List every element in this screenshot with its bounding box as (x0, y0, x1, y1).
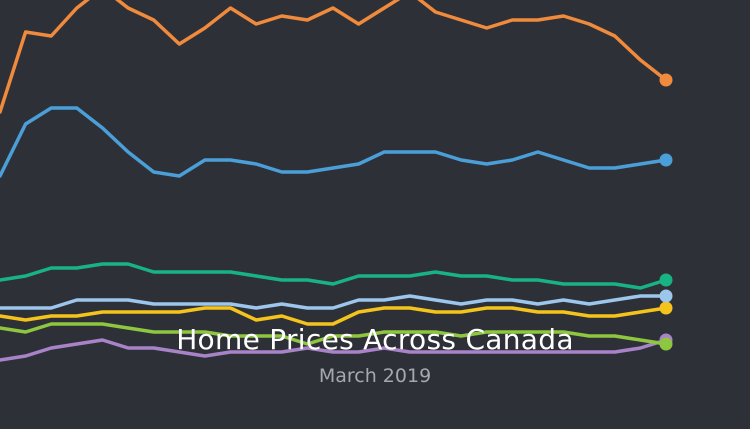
series-line-2 (0, 106, 668, 178)
series-end-point-3 (659, 273, 673, 287)
series-line-3 (0, 262, 668, 290)
series-end-point-1 (659, 73, 673, 87)
series-line-6 (0, 322, 668, 346)
series-end-point-4 (659, 289, 673, 303)
series-end-point-5 (659, 301, 673, 315)
series-end-point-6 (659, 337, 673, 351)
series-line-7 (0, 338, 668, 362)
series-end-point-2 (659, 153, 673, 167)
series-line-4 (0, 294, 668, 310)
series-line-5 (0, 306, 668, 326)
chart-subtitle: March 2019 (318, 365, 432, 387)
series-line-1 (0, 0, 668, 114)
chart-title: Home Prices Across Canada (176, 323, 574, 356)
